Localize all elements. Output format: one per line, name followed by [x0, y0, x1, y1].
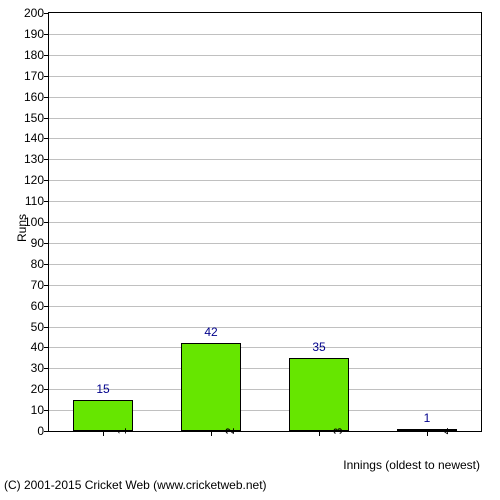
y-tick-mark [44, 243, 49, 244]
y-tick-mark [44, 389, 49, 390]
y-tick-mark [44, 222, 49, 223]
gridline [49, 222, 481, 223]
y-tick-mark [44, 347, 49, 348]
y-tick-mark [44, 285, 49, 286]
y-tick-mark [44, 180, 49, 181]
bar-value-label: 15 [96, 382, 109, 396]
y-tick-mark [44, 306, 49, 307]
x-tick-label: 2 [211, 428, 237, 435]
x-tick-mark [211, 431, 212, 436]
gridline [49, 34, 481, 35]
bar-value-label: 35 [312, 340, 325, 354]
gridline [49, 368, 481, 369]
y-tick-mark [44, 118, 49, 119]
copyright-text: (C) 2001-2015 Cricket Web (www.cricketwe… [4, 478, 267, 492]
y-tick-mark [44, 327, 49, 328]
plot-area: 0102030405060708090100110120130140150160… [48, 12, 482, 432]
bar [181, 343, 240, 431]
y-tick-mark [44, 138, 49, 139]
gridline [49, 159, 481, 160]
y-tick-mark [44, 55, 49, 56]
x-tick-label: 1 [103, 428, 129, 435]
y-tick-mark [44, 201, 49, 202]
gridline [49, 55, 481, 56]
x-tick-mark [319, 431, 320, 436]
gridline [49, 264, 481, 265]
y-axis-label: Runs [15, 214, 29, 242]
gridline [49, 201, 481, 202]
x-tick-mark [103, 431, 104, 436]
gridline [49, 138, 481, 139]
gridline [49, 97, 481, 98]
y-tick-mark [44, 431, 49, 432]
y-tick-mark [44, 34, 49, 35]
gridline [49, 389, 481, 390]
y-tick-mark [44, 264, 49, 265]
gridline [49, 327, 481, 328]
gridline [49, 180, 481, 181]
x-axis-label: Innings (oldest to newest) [343, 458, 480, 472]
gridline [49, 347, 481, 348]
x-tick-mark [427, 431, 428, 436]
bar [73, 400, 132, 431]
gridline [49, 118, 481, 119]
gridline [49, 76, 481, 77]
gridline [49, 243, 481, 244]
y-tick-mark [44, 410, 49, 411]
gridline [49, 285, 481, 286]
bar-value-label: 1 [424, 411, 431, 425]
y-tick-mark [44, 368, 49, 369]
chart-container: 0102030405060708090100110120130140150160… [0, 0, 500, 500]
x-tick-label: 3 [319, 428, 345, 435]
bar-value-label: 42 [204, 325, 217, 339]
bar [289, 358, 348, 431]
y-tick-mark [44, 76, 49, 77]
gridline [49, 306, 481, 307]
y-tick-mark [44, 13, 49, 14]
y-tick-mark [44, 159, 49, 160]
x-tick-label: 4 [427, 428, 453, 435]
y-tick-mark [44, 97, 49, 98]
